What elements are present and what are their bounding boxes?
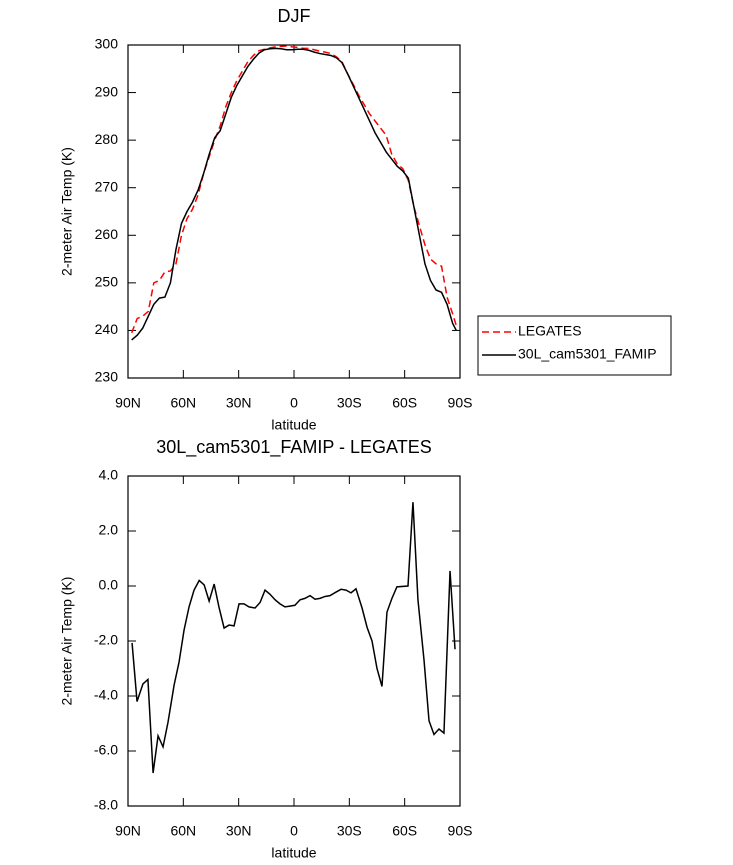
y-tick-label: 2.0 <box>99 522 119 538</box>
y-axis-label: 2-meter Air Temp (K) <box>59 577 75 706</box>
y-tick-label: -8.0 <box>94 797 118 813</box>
x-tick-label: 90S <box>448 823 473 839</box>
x-tick-label: 90N <box>115 823 141 839</box>
x-tick-label: 30S <box>337 823 362 839</box>
y-tick-label: 270 <box>95 178 119 194</box>
y-tick-label: -4.0 <box>94 687 118 703</box>
plot-frame <box>127 475 461 807</box>
legend-label: 30L_cam5301_FAMIP <box>518 346 657 362</box>
legend-box <box>477 315 672 376</box>
x-tick-label: 60N <box>170 823 196 839</box>
y-tick-label: 290 <box>95 83 119 99</box>
legend-label: LEGATES <box>518 323 582 339</box>
x-tick-label: 90S <box>448 395 473 411</box>
chart-title: DJF <box>278 6 311 26</box>
chart-title: 30L_cam5301_FAMIP - LEGATES <box>156 437 431 458</box>
y-tick-label: 280 <box>95 131 119 147</box>
y-tick-label: -2.0 <box>94 632 118 648</box>
y-tick-label: 0.0 <box>99 577 119 593</box>
x-axis-label: latitude <box>271 417 316 433</box>
x-axis-label: latitude <box>271 845 316 861</box>
y-tick-label: 260 <box>95 226 119 242</box>
y-tick-label: -6.0 <box>94 742 118 758</box>
x-tick-label: 0 <box>290 823 298 839</box>
x-tick-label: 90N <box>115 395 141 411</box>
x-tick-label: 60S <box>392 823 417 839</box>
y-tick-label: 240 <box>95 321 119 337</box>
y-tick-label: 230 <box>95 369 119 385</box>
data-line <box>131 502 456 774</box>
x-tick-label: 30S <box>337 395 362 411</box>
x-tick-label: 30N <box>226 395 252 411</box>
y-tick-label: 300 <box>95 36 119 52</box>
y-axis-label: 2-meter Air Temp (K) <box>59 147 75 276</box>
x-tick-label: 30N <box>226 823 252 839</box>
x-tick-label: 60N <box>170 395 196 411</box>
x-tick-label: 60S <box>392 395 417 411</box>
y-tick-label: 4.0 <box>99 467 119 483</box>
x-tick-label: 0 <box>290 395 298 411</box>
y-tick-label: 250 <box>95 274 119 290</box>
data-line <box>130 45 458 334</box>
data-line <box>131 47 457 341</box>
plot-frame <box>127 44 461 379</box>
